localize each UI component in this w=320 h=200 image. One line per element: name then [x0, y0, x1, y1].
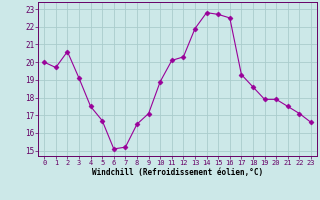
X-axis label: Windchill (Refroidissement éolien,°C): Windchill (Refroidissement éolien,°C): [92, 168, 263, 177]
